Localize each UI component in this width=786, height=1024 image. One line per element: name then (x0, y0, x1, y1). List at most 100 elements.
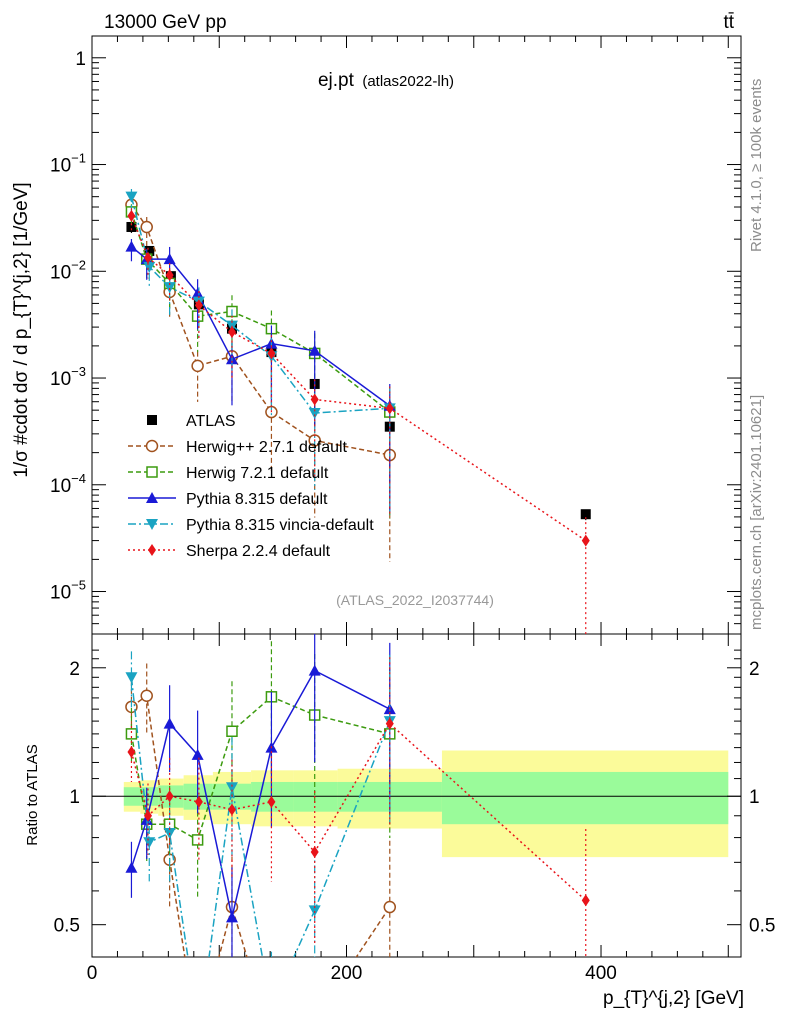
plot-title-tag: (atlas2022-lh) (362, 73, 454, 90)
legend-item-herwig7: Herwig 7.2.1 default (128, 465, 329, 482)
legend-item-vincia: Pythia 8.315 vincia-default (128, 517, 374, 534)
point-atlas (580, 509, 591, 520)
ratio-point-vincia (265, 1002, 277, 1013)
x-tick-label: 0 (87, 963, 98, 984)
point-sherpa (165, 269, 174, 282)
y-axis-label: 1/σ #cdot dσ / d p_{T}^{j,2} [1/GeV] (11, 182, 32, 477)
ratio-point-sherpa (165, 790, 174, 803)
ratio-line-herwig7 (130, 695, 390, 842)
legend-item-atlas: ATLAS (147, 413, 236, 430)
ratio-point-herwig7 (125, 728, 138, 740)
ratio-point-pythia (308, 664, 321, 676)
x-tick-label: 200 (331, 963, 363, 984)
point-sherpa (143, 251, 152, 264)
point-herwigpp (191, 359, 204, 373)
point-atlas (126, 221, 137, 232)
band-inner-6 (293, 781, 338, 812)
point-sherpa (194, 299, 203, 312)
point-sherpa (227, 325, 236, 338)
point-vincia (143, 261, 156, 273)
legend-marker-vincia (146, 519, 158, 530)
series-layer (125, 188, 591, 1024)
ratio-point-sherpa (267, 795, 276, 808)
ratio-point-sherpa (143, 809, 152, 822)
series-line-vincia (130, 196, 390, 414)
legend-marker-sherpa (148, 544, 156, 556)
y-tick-label: 10−2 (50, 257, 86, 283)
legend-label-atlas: ATLAS (186, 413, 236, 430)
ratio-tick-label: 1 (749, 787, 760, 808)
legend-label-herwigpp: Herwig++ 2.7.1 default (186, 439, 348, 456)
legend-item-pythia: Pythia 8.315 default (128, 491, 328, 508)
ratio-point-herwig7 (226, 725, 238, 738)
ratio-axis-label: Ratio to ATLAS (24, 744, 41, 845)
ratio-tick-label: 1 (69, 787, 80, 808)
series-line-sherpa (130, 215, 587, 542)
ratio-point-vincia (125, 672, 138, 684)
uncertainty-bands (123, 750, 729, 858)
ratio-series-sherpa (127, 657, 590, 957)
point-sherpa (385, 402, 394, 415)
ratio-tick-label: 2 (69, 659, 80, 680)
ratio-frame (91, 633, 742, 958)
legend-marker-atlas (147, 415, 157, 425)
ratio-point-vincia (143, 837, 156, 849)
y-tick-label: 10−5 (50, 578, 86, 604)
band-inner-8 (441, 771, 729, 825)
ratio-point-sherpa (127, 745, 136, 758)
plot-frames (91, 35, 742, 958)
legend-label-sherpa: Sherpa 2.2.4 default (186, 543, 331, 560)
ratio-point-sherpa (194, 795, 203, 808)
axis-ticks: 0 200 400 1 10−1 10−2 10−3 10−4 10−5 2 2 1 1 0.5 0.5 (50, 36, 775, 984)
ratio-point-pythia (191, 748, 204, 760)
point-sherpa (267, 347, 276, 360)
point-sherpa (310, 393, 319, 406)
ratio-tick-label: 0.5 (54, 916, 80, 937)
ratio-line-pythia (130, 669, 391, 918)
ratio-line-sherpa (130, 722, 587, 901)
point-pythia (163, 253, 176, 265)
side-site-label: mcplots.cern.ch [arXiv:2401.10621] (748, 395, 765, 630)
point-vincia (125, 191, 138, 203)
legend-label-pythia: Pythia 8.315 default (186, 491, 328, 508)
plot-title: ej.pt (atlas2022-lh) (318, 70, 454, 91)
ratio-point-sherpa (581, 894, 590, 907)
point-pythia (125, 240, 138, 252)
plot-title-name: ej.pt (318, 70, 355, 91)
legend-marker-herwigpp (145, 439, 159, 453)
point-herwigpp (140, 220, 153, 234)
x-axis-label: p_{T}^{j,2} [GeV] (603, 988, 744, 1009)
energy-label: 13000 GeV pp (104, 12, 227, 33)
point-pythia (308, 344, 321, 356)
y-tick-label: 10−3 (50, 364, 86, 390)
point-vincia (163, 282, 176, 294)
legend-item-sherpa: Sherpa 2.2.4 default (128, 543, 331, 560)
legend: ATLAS Herwig++ 2.7.1 default Herwig 7.2.1 … (128, 413, 374, 560)
series-sherpa (127, 208, 590, 634)
legend-marker-pythia (146, 492, 158, 503)
ratio-point-pythia (225, 911, 238, 923)
side-rivet-label: Rivet 4.1.0, ≥ 100k events (748, 79, 765, 252)
ratio-point-pythia (125, 861, 138, 873)
analysis-id: (ATLAS_2022_I2037744) (336, 592, 494, 608)
ratio-point-herwigpp (140, 689, 153, 702)
ratio-line-vincia (130, 677, 391, 957)
y-tick-label: 10−4 (50, 471, 86, 497)
ratio-point-pythia (163, 717, 176, 729)
ratio-point-vincia (308, 905, 321, 917)
ratio-point-sherpa (385, 717, 394, 730)
y-tick-label: 10−1 (50, 151, 86, 177)
ratio-point-sherpa (310, 846, 319, 859)
point-pythia (191, 287, 204, 299)
y-tick-label: 1 (75, 49, 86, 70)
legend-item-herwigpp: Herwig++ 2.7.1 default (128, 439, 348, 456)
process-label: tt̄ (723, 12, 734, 33)
ratio-point-herwigpp (383, 900, 397, 914)
ratio-point-vincia (225, 782, 238, 794)
point-atlas (144, 245, 155, 256)
ratio-tick-label: 0.5 (749, 916, 775, 937)
point-sherpa (581, 534, 590, 547)
ratio-point-sherpa (227, 803, 236, 816)
legend-marker-herwig7 (146, 466, 158, 478)
ratio-point-herwigpp (309, 1014, 320, 1024)
